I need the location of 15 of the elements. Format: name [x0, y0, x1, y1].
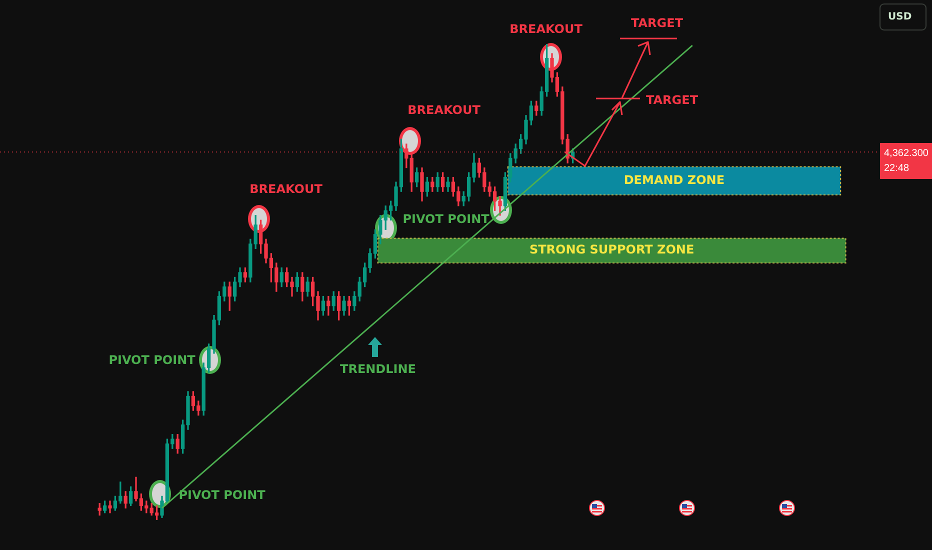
text: BREAKOUT — [510, 22, 584, 36]
band-label: DEMAND ZONE — [624, 172, 725, 187]
text: TARGET — [630, 16, 684, 30]
annotation: PIVOT POINT — [108, 353, 196, 368]
annotation: PIVOT POINT — [178, 488, 266, 502]
annotation: BREAKOUT — [250, 182, 324, 196]
annotation: TRENDLINE — [340, 362, 416, 376]
text: 4,362.300 — [884, 148, 929, 159]
annotation: TARGET — [646, 93, 699, 108]
band-label: STRONG SUPPORT ZONE — [529, 242, 694, 257]
annotation: BREAKOUT — [408, 103, 482, 118]
candlestick — [108, 500, 112, 514]
annotation: PIVOT POINT — [402, 212, 490, 226]
text: 22:48 — [884, 162, 910, 174]
text: USD — [888, 12, 912, 23]
